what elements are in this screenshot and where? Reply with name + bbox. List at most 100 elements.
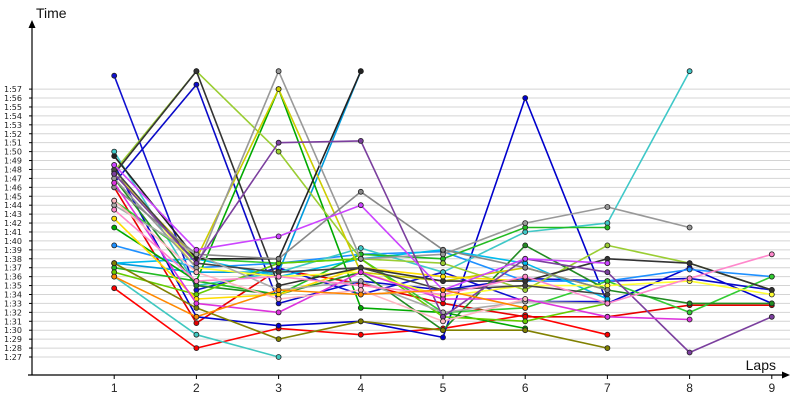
data-point	[275, 273, 282, 280]
data-point	[440, 260, 446, 267]
data-point	[111, 206, 118, 213]
data-point	[522, 282, 529, 289]
y-tick-label: 1:56	[4, 94, 22, 103]
data-point	[111, 72, 118, 79]
y-tick-label: 1:52	[4, 130, 22, 139]
data-point	[193, 313, 200, 320]
x-tick-labels: 1 2 3 4 5 6 7 8 9	[111, 375, 775, 395]
series-23	[111, 68, 693, 271]
y-tick-label: 1:35	[4, 282, 22, 291]
y-tick-label: 1:27	[4, 353, 22, 362]
data-point	[440, 334, 446, 341]
data-point	[686, 300, 693, 307]
data-point	[440, 287, 446, 293]
y-tick-label: 1:42	[4, 219, 22, 228]
data-point	[357, 245, 364, 252]
y-tick-label: 1:53	[4, 121, 22, 130]
data-point	[357, 269, 364, 276]
x-tick-label: 1	[111, 381, 118, 395]
y-axis-title: Time	[36, 5, 67, 21]
data-point	[111, 215, 118, 222]
data-point	[522, 296, 529, 302]
data-point	[111, 260, 118, 267]
data-point	[193, 269, 200, 276]
data-point	[522, 304, 529, 311]
data-point	[111, 153, 118, 160]
y-axis-arrow	[28, 20, 36, 28]
data-point	[275, 336, 282, 343]
data-point	[193, 68, 200, 75]
data-point	[604, 224, 611, 231]
y-tick-label: 1:45	[4, 192, 22, 201]
data-point	[768, 287, 775, 293]
y-tick-label: 1:33	[4, 299, 22, 308]
data-point	[604, 331, 611, 338]
y-tick-label: 1:57	[4, 85, 22, 94]
data-point	[357, 331, 364, 338]
data-point	[111, 179, 118, 186]
data-point	[604, 300, 611, 307]
data-point	[193, 278, 200, 285]
y-tick-label: 1:46	[4, 183, 22, 192]
data-point	[111, 273, 118, 280]
data-point	[357, 255, 364, 262]
data-point	[275, 354, 282, 360]
data-point	[357, 137, 364, 144]
x-tick-label: 7	[604, 381, 611, 395]
data-point	[111, 285, 118, 292]
data-point	[686, 260, 693, 267]
x-tick-label: 9	[768, 381, 775, 395]
data-point	[357, 291, 364, 298]
data-point	[275, 309, 282, 316]
data-point	[686, 266, 693, 273]
data-point	[768, 251, 775, 258]
data-point	[193, 81, 200, 88]
series-line	[113, 182, 690, 321]
data-point	[604, 313, 611, 320]
data-point	[193, 246, 200, 253]
data-point	[193, 300, 200, 307]
x-tick-label: 6	[522, 381, 529, 395]
data-point	[193, 320, 200, 327]
data-point	[522, 220, 529, 227]
axes	[28, 20, 790, 379]
y-tick-label: 1:34	[4, 290, 22, 299]
y-tick-label: 1:43	[4, 210, 22, 219]
data-point	[440, 246, 446, 253]
y-tick-label: 1:51	[4, 139, 22, 148]
data-point	[604, 242, 611, 249]
data-point	[522, 264, 529, 271]
data-point	[522, 327, 529, 334]
x-tick-label: 3	[275, 381, 282, 395]
data-point	[522, 242, 529, 249]
data-point	[193, 260, 200, 267]
x-axis-title: Laps	[746, 357, 776, 373]
y-tick-label: 1:29	[4, 335, 22, 344]
data-point	[604, 269, 611, 276]
data-point	[111, 242, 118, 249]
series-29	[111, 179, 693, 323]
series-group	[111, 68, 775, 360]
y-tick-label: 1:28	[4, 344, 22, 353]
y-tick-label: 1:30	[4, 326, 22, 335]
y-tick-label: 1:36	[4, 273, 22, 282]
data-point	[357, 68, 364, 75]
y-tick-label: 1:54	[4, 112, 22, 121]
y-tick-label: 1:40	[4, 237, 22, 246]
series-26	[111, 260, 611, 352]
data-point	[275, 255, 282, 262]
data-point	[193, 331, 200, 338]
data-point	[440, 318, 446, 325]
data-point	[768, 300, 775, 307]
data-point	[604, 287, 611, 293]
data-point	[604, 204, 611, 210]
y-tick-label: 1:37	[4, 264, 22, 273]
y-tick-label: 1:50	[4, 148, 22, 157]
data-point	[357, 318, 364, 325]
data-point	[357, 304, 364, 311]
data-point	[111, 162, 118, 168]
data-point	[522, 318, 529, 325]
data-point	[357, 188, 364, 195]
y-tick-label: 1:48	[4, 165, 22, 174]
y-tick-label: 1:49	[4, 157, 22, 166]
